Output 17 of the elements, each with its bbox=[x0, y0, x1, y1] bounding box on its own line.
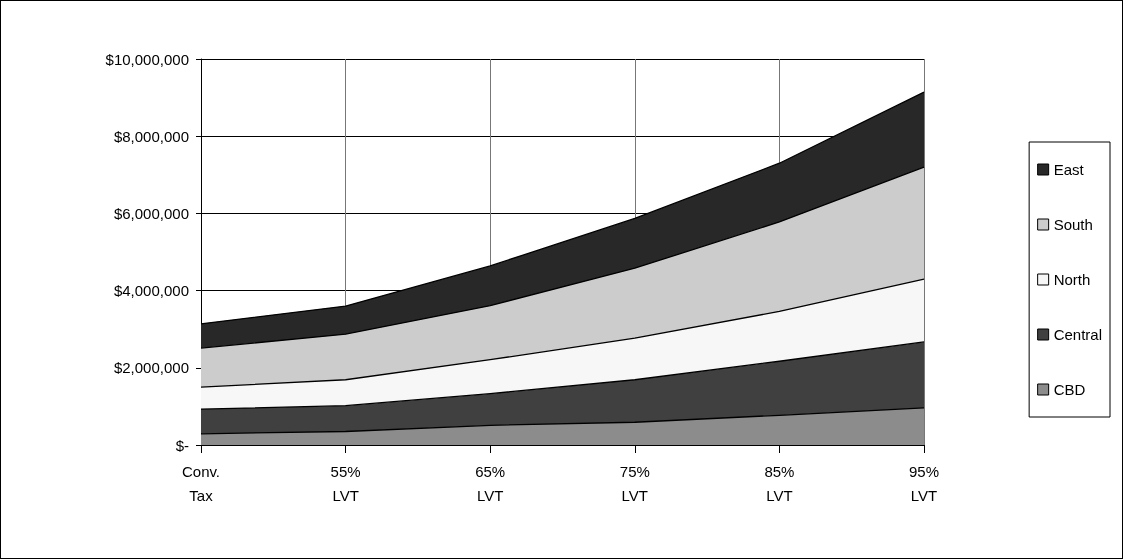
y-tick-label: $10,000,000 bbox=[105, 50, 189, 68]
x-tick-label: Conv. Tax bbox=[181, 462, 221, 504]
legend-label: CBD bbox=[1053, 381, 1086, 398]
y-tick-label: $- bbox=[175, 436, 189, 454]
legend-label: East bbox=[1053, 161, 1085, 178]
y-tick-label: $2,000,000 bbox=[113, 359, 189, 377]
y-tick-label: $6,000,000 bbox=[113, 204, 189, 222]
legend-label: North bbox=[1053, 271, 1091, 288]
x-tick-label: 55% LVT bbox=[330, 462, 361, 504]
y-tick-label: $8,000,000 bbox=[113, 127, 189, 145]
x-tick-label: 95% LVT bbox=[908, 462, 940, 504]
x-tick-label: 65% LVT bbox=[475, 462, 506, 504]
legend-label: Central bbox=[1053, 326, 1102, 343]
x-tick-label: 75% LVT bbox=[619, 462, 650, 504]
x-tick-label: 85% LVT bbox=[764, 462, 795, 504]
legend-label: South bbox=[1053, 216, 1093, 233]
y-tick-label: $4,000,000 bbox=[113, 282, 189, 300]
